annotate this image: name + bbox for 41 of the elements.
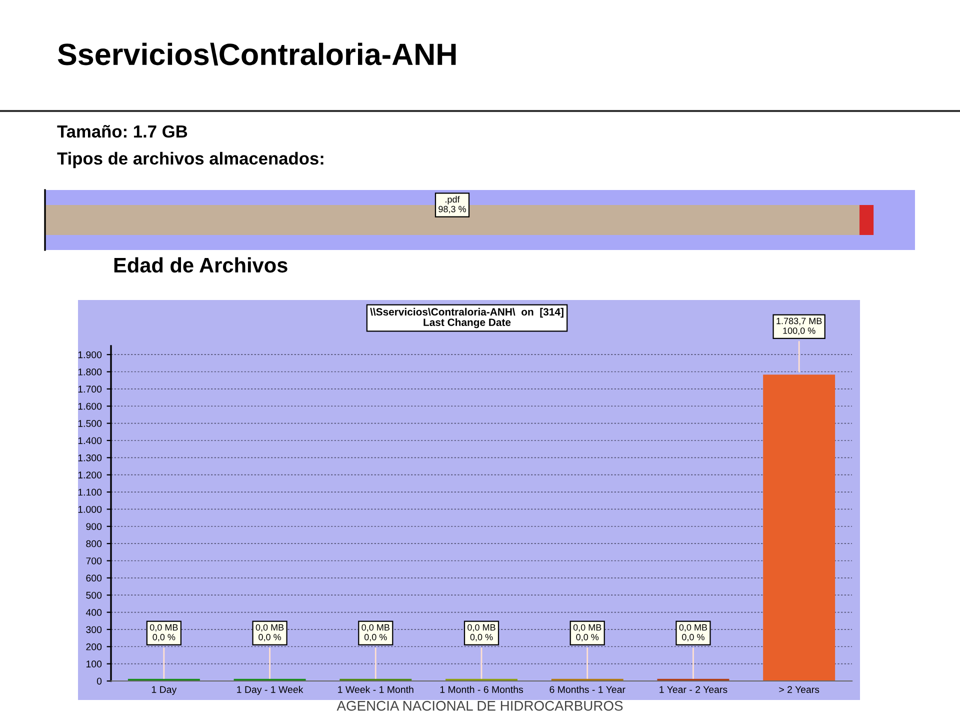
y-tick-label: 600 [86, 574, 102, 582]
data-label: 0,0 MB 0,0 % [150, 624, 178, 642]
y-tick-label: 500 [86, 592, 102, 599]
data-label: 0,0 MB 0,0 % [468, 624, 496, 642]
y-tick-label: 700 [86, 557, 102, 564]
data-label: 1.783,7 MB 100,0 % [776, 318, 822, 335]
y-tick-label: 800 [86, 540, 102, 548]
y-tick-label: 1.400 [78, 437, 102, 444]
data-label: 0,0 MB 0,0 % [256, 624, 284, 642]
y-tick-label: 1.100 [78, 488, 102, 496]
text: AGENCIA NACIONAL DE HIDROCARBUROS [336, 700, 623, 711]
y-tick-label: 1.000 [78, 506, 102, 513]
x-tick-label: 1 Day - 1 Week [237, 686, 304, 695]
y-tick-label: 1.500 [78, 420, 102, 427]
data-label: 0,0 MB 0,0 % [362, 624, 390, 642]
y-tick-label: 1.700 [78, 386, 102, 393]
y-tick-label: 900 [86, 523, 102, 530]
x-tick-label: 1 Month - 6 Months [440, 686, 524, 693]
text: Tipos de archivos almacenados: [57, 152, 324, 168]
y-tick-label: 400 [86, 609, 102, 616]
y-tick-label: 0 [96, 678, 102, 685]
y-tick-label: 100 [86, 660, 102, 668]
x-tick-label: > 2 Years [779, 686, 820, 693]
y-tick-label: 1.600 [78, 402, 102, 410]
y-tick-label: 1.300 [78, 454, 102, 462]
chart-title: Edad de Archivos [114, 257, 288, 273]
data-label: .pdf 98,3 % [438, 196, 466, 214]
chart-subtitle: \\Sservicios\Contraloria-ANH\ on [314] Last Change Date [370, 308, 564, 328]
data-label: 0,0 MB 0,0 % [679, 624, 708, 642]
data-label: 0,0 MB 0,0 % [573, 624, 602, 642]
x-tick-label: 6 Months - 1 Year [550, 686, 626, 693]
y-tick-label: 200 [86, 643, 102, 650]
y-tick-label: 1.800 [78, 368, 102, 376]
x-tick-label: 1 Day [152, 686, 177, 695]
chart-title: Sservicios\Contraloria-ANH [58, 42, 456, 66]
y-tick-label: 1.200 [78, 472, 102, 478]
y-tick-label: 1.900 [78, 351, 102, 358]
x-tick-label: 1 Week - 1 Month [338, 686, 414, 693]
y-tick-label: 300 [86, 626, 102, 634]
x-tick-label: 1 Year - 2 Years [660, 686, 728, 693]
text: Tamaño: 1.7 GB [57, 124, 188, 138]
